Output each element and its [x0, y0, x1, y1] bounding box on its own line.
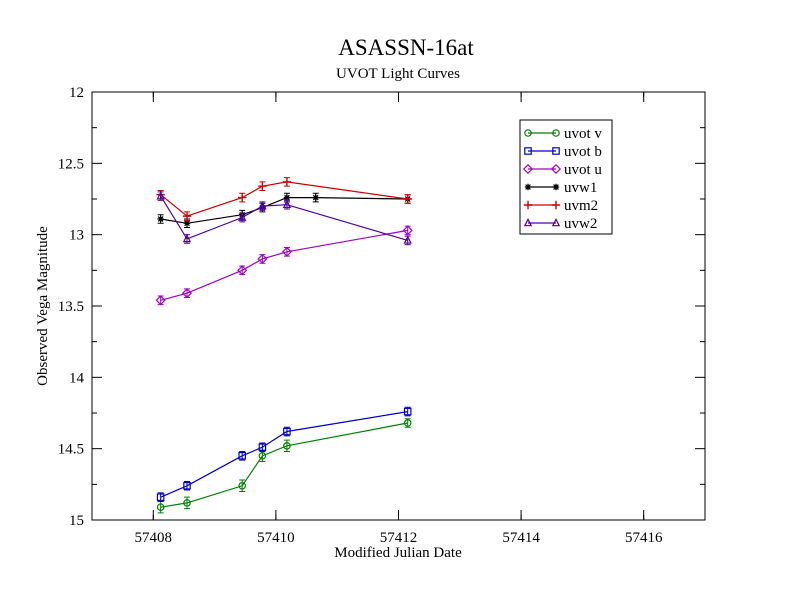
series-uvm2: [156, 177, 412, 221]
legend-marker: [524, 147, 532, 155]
data-point: [238, 212, 247, 221]
y-tick-label: 13.5: [58, 299, 84, 315]
plot-frame: [91, 91, 706, 521]
series-line: [160, 181, 408, 217]
data-point: [258, 201, 267, 210]
legend-label: uvot b: [564, 144, 602, 160]
data-point: [156, 493, 165, 501]
data-point: [157, 215, 164, 223]
data-point: [238, 452, 246, 460]
legend: uvot v uvot b uvot u uvw1 uvm2 uvw2: [519, 119, 613, 235]
axes: 57408 57410 57412 57414 57416 12 12.5 13 13.5 14 1…: [58, 85, 705, 546]
data-point: [237, 193, 247, 202]
series-uvot-v: [156, 418, 412, 514]
legend-label: uvm2: [564, 198, 598, 214]
x-tick-label: 57412: [380, 530, 418, 546]
data-point: [257, 253, 268, 264]
legend-marker: [523, 217, 533, 227]
data-point: [403, 407, 412, 416]
x-tick-label: 57408: [135, 530, 173, 546]
x-tick-label: 57414: [502, 530, 540, 546]
data-point: [403, 235, 412, 244]
data-point: [183, 499, 191, 507]
data-point: [155, 295, 166, 306]
series-line: [160, 411, 408, 498]
data-point: [258, 443, 267, 452]
legend-marker: [552, 183, 560, 191]
series-uvw2: [156, 191, 412, 246]
data-point: [183, 481, 191, 490]
legend-label: uvw2: [564, 216, 597, 232]
legend-item: uvw1: [524, 180, 597, 196]
series-layer: [155, 177, 413, 514]
series-uvw1: [157, 192, 411, 229]
legend-marker: [551, 217, 561, 227]
data-point: [402, 225, 413, 236]
data-point: [403, 419, 412, 427]
data-point: [282, 199, 292, 209]
data-point: [183, 220, 191, 227]
legend-label: uvot u: [564, 162, 602, 178]
legend-item: uvot u: [522, 162, 602, 178]
series-line: [160, 229, 408, 301]
y-axis-label: Observed Vega Magnitude: [35, 226, 51, 386]
series-line: [160, 195, 408, 241]
error-bar: [239, 265, 246, 276]
legend-item: uvot v: [524, 126, 602, 142]
legend-label: uvw1: [564, 180, 597, 196]
data-point: [258, 181, 267, 191]
error-bar: [283, 439, 290, 453]
series-uvot-b: [156, 406, 412, 502]
data-point: [403, 194, 412, 204]
legend-marker: [524, 129, 532, 137]
series-uvot-u: [155, 225, 413, 306]
legend-marker: [523, 200, 533, 210]
data-point: [238, 481, 246, 490]
x-tick-label: 57410: [257, 530, 295, 546]
y-tick-label: 14.5: [58, 442, 84, 458]
legend-item: uvm2: [523, 198, 598, 214]
data-point: [312, 194, 319, 201]
y-tick-label: 14: [69, 370, 85, 386]
y-tick-label: 12.5: [58, 156, 84, 172]
x-axis-label: Modified Julian Date: [334, 545, 462, 561]
data-point: [181, 288, 193, 299]
legend-marker: [524, 183, 532, 191]
data-point: [156, 503, 165, 511]
error-bar: [259, 254, 266, 264]
chart-subtitle: UVOT Light Curves: [336, 66, 460, 82]
error-bar: [239, 479, 246, 492]
legend-marker: [550, 163, 562, 175]
data-point: [282, 177, 292, 187]
data-point: [283, 427, 291, 436]
legend-label: uvot v: [564, 126, 602, 142]
y-tick-label: 13: [69, 228, 84, 244]
y-tick-label: 12: [69, 85, 84, 101]
legend-item: uvw2: [523, 216, 597, 232]
data-point: [182, 233, 192, 243]
data-point: [182, 211, 192, 221]
data-point: [237, 265, 248, 276]
data-point: [283, 194, 291, 201]
legend-marker: [522, 163, 534, 175]
legend-box: [519, 119, 613, 235]
x-tick-label: 57416: [625, 530, 663, 546]
series-line: [160, 422, 408, 508]
legend-marker: [551, 200, 561, 210]
data-point: [281, 246, 292, 257]
y-tick-label: 15: [69, 513, 84, 529]
legend-marker: [552, 147, 560, 155]
data-point: [156, 191, 165, 200]
data-point: [258, 451, 267, 460]
error-bar: [184, 496, 191, 510]
legend-marker: [552, 129, 560, 137]
legend-item: uvot b: [524, 144, 602, 160]
chart-title: ASASSN-16at: [338, 35, 474, 60]
data-point: [283, 442, 291, 450]
